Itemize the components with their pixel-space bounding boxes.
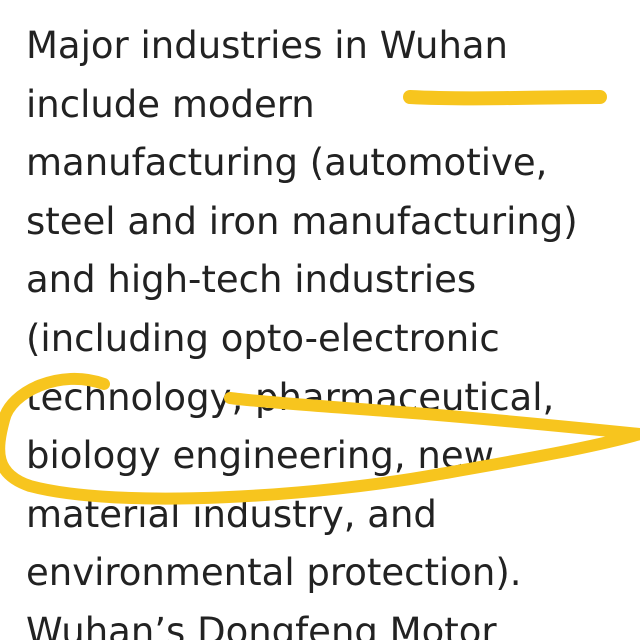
text-line-7: technology, pharmaceutical, <box>26 375 555 419</box>
text-line-4: steel and iron manufacturing) <box>26 199 578 243</box>
paragraph-text: Major industries in Wuhan include modern… <box>26 17 636 640</box>
text-line-6: (including opto-electronic <box>26 316 500 360</box>
text-line-10: environmental protection). <box>26 551 522 595</box>
text-line-8: biology engineering, new <box>26 434 494 478</box>
text-line-1: Major industries in Wuhan <box>26 24 509 67</box>
text-line-9: material industry, and <box>26 492 437 536</box>
text-line-3: manufacturing (automotive, <box>26 141 548 185</box>
text-line-11: Wuhan’s Dongfeng Motor <box>26 609 497 640</box>
text-line-2: include modern <box>26 82 315 126</box>
text-line-5: and high-tech industries <box>26 258 477 302</box>
